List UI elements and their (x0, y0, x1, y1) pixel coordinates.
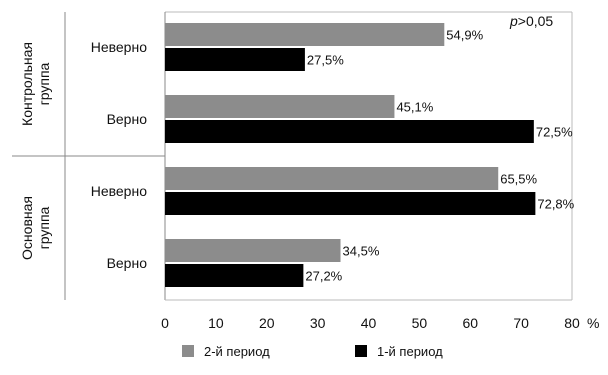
group-label: Основнаягруппа (19, 196, 52, 260)
value-label: 65,5% (500, 172, 537, 187)
legend-label: 1-й период (377, 344, 443, 359)
bar (165, 239, 341, 262)
x-tick-label: 50 (412, 315, 428, 331)
bar (165, 264, 304, 287)
group-label-line: Основная (19, 196, 35, 260)
x-tick-label: 80 (564, 315, 580, 331)
group-label-line: группа (36, 62, 52, 105)
category-label: Верно (107, 255, 148, 271)
value-labels: 54,9% 27,5% 45,1% 72,5% 65,5%72,8% 34,5%27,2% (305, 28, 574, 284)
value-label: 27,2% (305, 269, 342, 284)
legend-label: 2-й период (204, 344, 270, 359)
x-tick-label: 30 (310, 315, 326, 331)
x-tick-label: 40 (361, 315, 377, 331)
x-axis: 0 10 20 30 40 50 60 70 80% (161, 299, 599, 331)
x-tick-label: 70 (513, 315, 529, 331)
bars (165, 23, 536, 287)
bar (165, 95, 395, 118)
value-label: 34,5% (343, 244, 380, 259)
category-label: Неверно (91, 183, 147, 199)
legend-swatch (182, 345, 194, 357)
annotation-rest: >0,05 (518, 13, 554, 29)
group-label: Контрольнаягруппа (19, 42, 52, 126)
legend: 2-й период 1-й период (182, 344, 443, 359)
group-label-line: Контрольная (19, 42, 35, 126)
bar (165, 192, 536, 215)
x-tick-label: 10 (208, 315, 224, 331)
category-labels: Неверно Верно Неверно Верно (91, 39, 147, 271)
annotation-p: p (509, 13, 518, 29)
group-label-line: группа (36, 206, 52, 249)
value-label: 27,5% (307, 53, 344, 68)
x-tick-label: 60 (462, 315, 478, 331)
category-label: Верно (107, 111, 148, 127)
value-label: 72,8% (537, 197, 574, 212)
x-tick-label: 20 (259, 315, 275, 331)
value-label: 45,1% (396, 100, 433, 115)
value-label: 54,9% (446, 28, 483, 43)
p-value-annotation: p>0,05 (509, 13, 553, 29)
legend-swatch (355, 345, 367, 357)
category-label: Неверно (91, 39, 147, 55)
x-unit-label: % (587, 315, 599, 331)
value-label: 72,5% (536, 125, 573, 140)
bar (165, 167, 499, 190)
bar (165, 48, 305, 71)
bar (165, 120, 534, 143)
bar (165, 23, 445, 46)
x-tick-label: 0 (161, 315, 169, 331)
